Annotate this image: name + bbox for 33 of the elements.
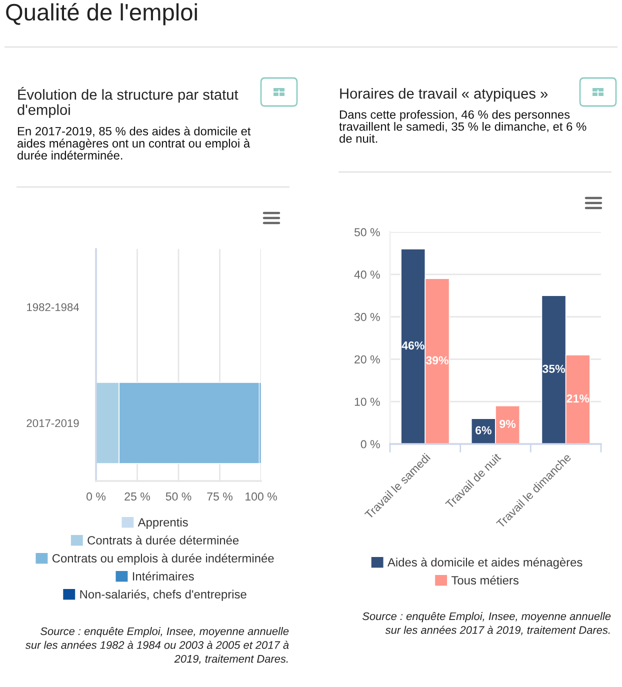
text: Qualité de l'emploi [6,3,197,26]
source-note: Source : enquête Emploi, Insee, moyenne annuelle sur les années 2017 à 2019, traitement Dares. [362,612,611,636]
data-label: 39% [426,356,448,364]
legend-label: Non-salariés, chefs d'entreprise [80,590,246,601]
data-label: 21% [566,394,590,403]
y-tick-label: 40 % [354,270,380,279]
x-tick-label: 75 % [207,492,232,501]
y-tick-label: 20 % [354,355,380,364]
legend-label: Aides à domicile et aides ménagères [387,558,582,569]
legend-label: Tous métiers [451,576,518,585]
legend-label: Contrats à durée déterminée [88,536,239,545]
data-label: 35% [542,364,566,373]
y-tick-label: 2017-2019 [26,419,79,428]
chart-subtitle: Dans cette profession, 46 % des personnes travaillent le samedi, 35 % le dimanche, et 6 % de nuit. [339,110,586,143]
x-tick-label: 50 % [166,492,192,501]
y-tick-label: 1982-1984 [27,303,80,312]
chart-title: Évolution de la structure par statut d'emploi [18,87,238,118]
x-tick-label: 25 % [124,492,150,501]
legend-label: Apprentis [138,518,188,529]
data-label: 46% [402,341,424,350]
y-tick-label: 50 % [354,228,380,236]
x-tick-label: 0 % [86,492,106,501]
data-label: 6% [476,426,492,434]
x-tick-label: 100 % [246,492,277,501]
chart-title: Horaires de travail « atypiques » [340,88,548,102]
data-label: 9% [500,420,516,428]
legend-label: Contrats ou emplois à durée indéterminée [52,554,274,565]
y-tick-label: 0 % [360,440,380,448]
y-tick-label: 30 % [354,312,380,322]
source-note: Source : enquête Emploi, Insee, moyenne annuelle sur les années 1982 à 1984 ou 2003 à 2005 et 2017 à 2019, traitement Dares. [26,627,289,664]
chart-subtitle: En 2017-2019, 85 % des aides à domicile et aides ménagères ont un contrat ou emploi à durée indéterminée. [18,126,251,160]
legend-label: Intérimaires [132,572,194,581]
y-tick-label: 10 % [354,398,380,406]
